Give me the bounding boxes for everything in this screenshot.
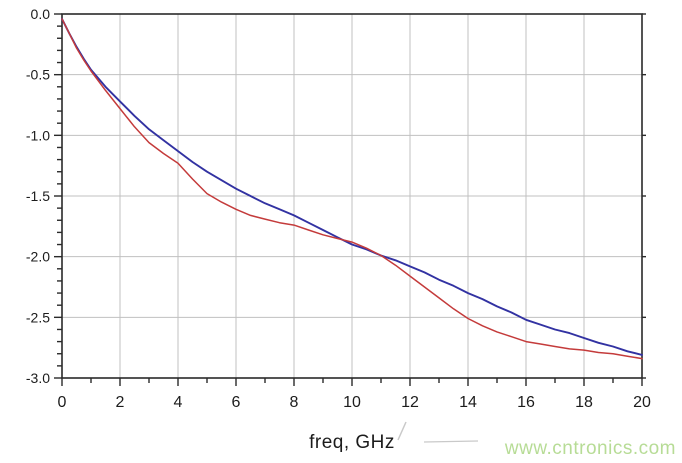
y-tick-label: -2.5: [26, 309, 50, 325]
blue-curve: [61, 17, 643, 356]
x-tick-label: 10: [343, 394, 361, 411]
red-curve: [61, 18, 643, 360]
y-tick-label: -0.5: [26, 67, 50, 83]
x-tick-label: 6: [232, 394, 241, 411]
x-tick-label: 0: [58, 394, 67, 411]
y-tick-label: -1.5: [26, 188, 50, 204]
watermark-artifact: [423, 440, 479, 443]
x-tick-label: 20: [633, 394, 651, 411]
x-tick-label: 14: [459, 394, 477, 411]
y-tick-label: -2.0: [26, 249, 50, 265]
y-tick-label: 0.0: [31, 6, 51, 22]
x-tick-label: 8: [290, 394, 299, 411]
x-tick-label: 12: [401, 394, 419, 411]
x-tick-label: 2: [116, 394, 125, 411]
watermark-text: www.cntronics.com: [504, 438, 676, 459]
x-tick-label: 16: [517, 394, 535, 411]
x-axis-title: freq, GHz: [309, 432, 395, 453]
x-tick-label: 18: [575, 394, 593, 411]
y-tick-label: -3.0: [26, 370, 50, 386]
x-tick-label: 4: [174, 394, 183, 411]
y-tick-label: -1.0: [26, 127, 50, 143]
watermark-artifact: [397, 421, 407, 441]
